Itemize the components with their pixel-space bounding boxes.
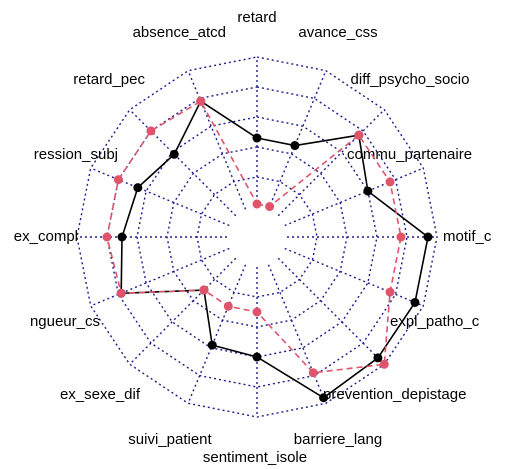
data-point [223,301,233,311]
data-point [385,177,395,187]
data-point [379,359,389,369]
spoke [277,257,385,365]
data-point [252,133,262,143]
axis-label: suivi_patient [128,431,212,448]
data-point [252,352,262,362]
axis-label: retard [237,9,276,26]
data-point [410,297,420,307]
data-point [133,183,143,193]
spoke [284,167,424,227]
data-point [102,232,112,242]
spoke [90,247,230,307]
data-point [373,353,383,363]
spoke [267,264,327,404]
data-point [169,149,179,159]
data-point [199,285,209,295]
data-point [396,232,406,242]
data-point [308,368,318,378]
axis-label: expl_patho_c [390,313,480,330]
data-point [319,393,329,403]
axis-label: ex_compl [14,228,78,245]
spoke [277,109,385,217]
data-point [116,288,126,298]
axis-label: absence_atcd [133,24,226,41]
data-point [385,287,395,297]
data-point [207,340,217,350]
data-point [252,307,262,317]
grid-ring [76,56,438,418]
spoke [129,109,237,217]
data-point [117,232,127,242]
spoke [284,247,424,307]
data-point [252,199,262,209]
data-point [146,126,156,136]
data-point [354,130,364,140]
axis-label: avance_css [298,24,377,41]
axis-label: ex_sexe_dif [60,386,141,403]
axis-label: sentiment_isole [203,449,307,466]
axis-label: ngueur_cs [30,313,100,330]
spoke [267,70,327,210]
data-point [290,141,300,151]
data-point [423,232,433,242]
axis-label: retard_pec [73,71,145,88]
data-point [196,96,206,106]
grid-ring [166,146,348,328]
spoke [187,264,247,404]
axis-label: barriere_lang [294,431,382,448]
data-point [363,186,373,196]
axis-label: prevention_depistage [323,386,466,403]
grid-ring [106,86,408,388]
data-point [113,175,123,185]
axis-label: ression_subj [34,146,118,163]
axis-label: diff_psycho_socio [351,71,470,88]
axis-label: motif_c [443,228,492,245]
axis-label: commu_partenaire [347,146,472,163]
data-point [265,202,275,212]
spoke [129,257,237,365]
spoke [90,167,230,227]
spoke [187,70,247,210]
